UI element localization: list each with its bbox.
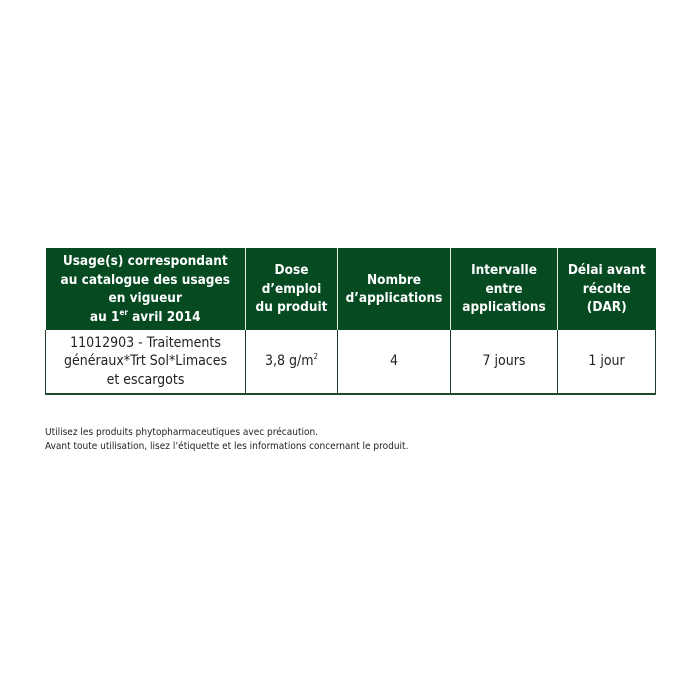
header-line: Dose [274,262,309,279]
superscript: 2 [313,352,319,362]
header-line: du produit [255,299,328,316]
header-line: au catalogue des usages [60,271,230,288]
header-row: Usage(s) correspondant au catalogue des … [45,248,656,330]
disclaimer: Utilisez les produits phytopharmaceutiqu… [45,426,408,454]
header-line: Usage(s) correspondant [62,253,228,269]
header-line: d’applications [345,290,443,306]
header-line: applications [462,299,546,316]
usage-table: Usage(s) correspondant au catalogue des … [45,248,656,395]
cell-interval: 7 jours [450,330,558,395]
header-line: entre [485,280,523,297]
header-line: au 1 [89,308,120,325]
header-line: en vigueur [108,290,182,306]
header-line: récolte [582,280,631,297]
disclaimer-line: Avant toute utilisation, lisez l’étiquet… [45,441,409,452]
cell-line: généraux*Trt Sol*Limaces [63,353,228,370]
dose-value: 3,8 g/m [264,353,314,370]
cell-usage: 11012903 - Traitements généraux*Trt Sol*… [45,330,246,395]
header-applications: Nombre d’applications [337,248,451,330]
header-line: d’emploi [261,280,322,297]
cell-applications: 4 [337,330,451,395]
cell-line: et escargots [106,371,185,388]
header-line: avril 2014 [127,308,201,325]
header-usage: Usage(s) correspondant au catalogue des … [45,248,246,330]
header-line: (DAR) [586,299,627,316]
header-dose: Dose d’emploi du produit [245,248,338,330]
disclaimer-line: Utilisez les produits phytopharmaceutiqu… [45,427,319,438]
cell-dar: 1 jour [557,330,656,395]
header-dar: Délai avant récolte (DAR) [557,248,656,330]
header-line: Intervalle [471,262,537,279]
header-line: Délai avant [567,262,646,279]
header-interval: Intervalle entre applications [450,248,558,330]
table-row: 11012903 - Traitements généraux*Trt Sol*… [45,330,656,395]
cell-dose: 3,8 g/m2 [245,330,338,395]
cell-line: 11012903 - Traitements [70,334,221,351]
header-line: Nombre [366,271,422,288]
superscript: er [119,307,128,317]
